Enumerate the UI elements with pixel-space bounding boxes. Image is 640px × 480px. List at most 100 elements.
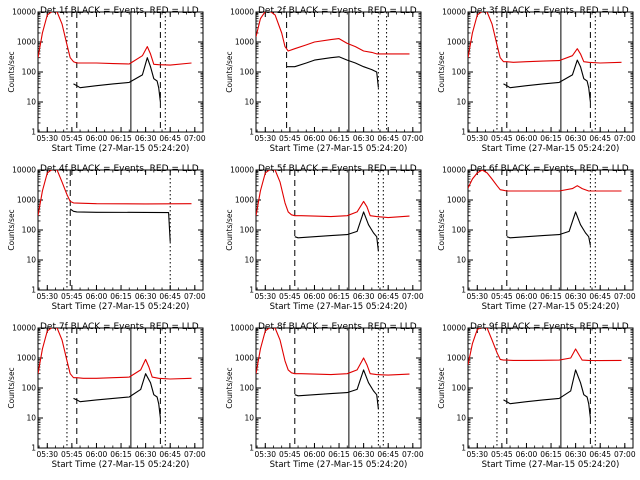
- series-line-lld: [38, 170, 192, 216]
- series-line-events: [294, 211, 379, 252]
- x-tick-label: 05:45: [61, 450, 83, 459]
- plot-title: Det 4f BLACK = Events, RED = LLD: [40, 164, 199, 174]
- x-tick-label: 05:45: [279, 450, 301, 459]
- plot-title: Det 5f BLACK = Events, RED = LLD: [258, 164, 417, 174]
- x-tick-label: 06:00: [86, 292, 108, 301]
- x-tick-label: 06:30: [135, 450, 157, 459]
- y-tick-label: 10: [26, 414, 36, 423]
- plot-frame: [37, 169, 204, 291]
- plot-frame: [37, 11, 204, 133]
- panel-2: Det 2f BLACK = Events, RED = LLD 1 10 100 10…: [225, 6, 424, 154]
- x-tick-label: 07:00: [614, 450, 636, 459]
- x-tick-label: 06:45: [159, 292, 181, 301]
- y-tick-label: 1000: [235, 196, 254, 205]
- x-tick-label: 06:00: [304, 450, 326, 459]
- x-tick-label: 06:15: [110, 134, 132, 143]
- x-tick-label: 05:45: [61, 134, 83, 143]
- panel-3: Det 3f BLACK = Events, RED = LLD 1 10 100 10…: [437, 6, 636, 154]
- y-tick-label: 10: [26, 256, 36, 265]
- series-line-lld: [38, 328, 192, 380]
- plot-frame: [467, 169, 634, 291]
- plot-title: Det 2f BLACK = Events, RED = LLD: [258, 6, 417, 16]
- x-tick-label: 06:00: [304, 134, 326, 143]
- x-tick-label: 06:15: [328, 134, 350, 143]
- x-axis-label: Start Time (27-Mar-15 05:24:20): [52, 460, 190, 470]
- y-axis-label: Counts/sec: [7, 367, 16, 408]
- plot-frame: [37, 327, 204, 449]
- y-tick-label: 1: [461, 286, 466, 295]
- x-tick-label: 06:15: [540, 450, 562, 459]
- x-tick-label: 06:00: [304, 292, 326, 301]
- x-tick-label: 05:30: [36, 292, 58, 301]
- y-tick-label: 100: [240, 226, 255, 235]
- x-tick-label: 07:00: [184, 134, 206, 143]
- x-tick-label: 06:15: [328, 450, 350, 459]
- x-axis-label: Start Time (27-Mar-15 05:24:20): [482, 302, 620, 312]
- x-tick-label: 05:45: [491, 134, 513, 143]
- y-tick-label: 1: [249, 128, 254, 137]
- x-tick-label: 06:00: [516, 450, 538, 459]
- y-tick-label: 10: [456, 256, 466, 265]
- y-tick-label: 1: [31, 128, 36, 137]
- y-tick-label: 1000: [447, 38, 466, 47]
- panel-9: Det 9f BLACK = Events, RED = LLD 1 10 100 10…: [437, 322, 636, 470]
- series-line-events: [73, 57, 161, 103]
- x-axis-label: Start Time (27-Mar-15 05:24:20): [52, 144, 190, 154]
- x-tick-label: 05:30: [254, 450, 276, 459]
- y-tick-label: 10000: [442, 324, 466, 333]
- y-axis-label: Counts/sec: [7, 209, 16, 250]
- panel-5: Det 5f BLACK = Events, RED = LLD 1 10 100 10…: [225, 164, 424, 312]
- y-axis-label: Counts/sec: [437, 51, 446, 92]
- panel-6: Det 6f BLACK = Events, RED = LLD 1 10 100 10…: [437, 164, 636, 312]
- panel-8: Det 8f BLACK = Events, RED = LLD 1 10 100 10…: [225, 322, 424, 470]
- y-axis-label: Counts/sec: [225, 51, 234, 92]
- x-tick-label: 05:45: [491, 450, 513, 459]
- y-axis-label: Counts/sec: [437, 367, 446, 408]
- x-tick-label: 06:00: [516, 292, 538, 301]
- y-tick-label: 1000: [17, 354, 36, 363]
- series-line-lld: [256, 328, 410, 376]
- y-tick-label: 1000: [447, 354, 466, 363]
- x-tick-label: 06:45: [589, 450, 611, 459]
- y-tick-label: 10000: [442, 166, 466, 175]
- y-tick-label: 100: [452, 68, 467, 77]
- x-axis-label: Start Time (27-Mar-15 05:24:20): [270, 144, 408, 154]
- x-tick-label: 06:15: [540, 134, 562, 143]
- y-axis-label: Counts/sec: [225, 367, 234, 408]
- series-line-lld: [468, 170, 622, 192]
- x-tick-label: 05:30: [254, 292, 276, 301]
- plot-title: Det 7f BLACK = Events, RED = LLD: [40, 322, 199, 332]
- y-tick-label: 100: [240, 384, 255, 393]
- series-line-events: [286, 56, 379, 88]
- x-tick-label: 05:45: [279, 134, 301, 143]
- y-tick-label: 1: [461, 128, 466, 137]
- panel-1: Det 1f BLACK = Events, RED = LLD 1 10 100 10…: [7, 6, 206, 154]
- y-tick-label: 10000: [230, 8, 254, 17]
- series-line-lld: [256, 170, 410, 219]
- x-tick-label: 06:30: [353, 450, 375, 459]
- series-line-lld: [468, 12, 622, 64]
- x-tick-label: 06:30: [565, 292, 587, 301]
- y-tick-label: 1: [249, 286, 254, 295]
- y-tick-label: 10000: [230, 324, 254, 333]
- series-line-lld: [468, 328, 622, 365]
- y-tick-label: 1: [31, 444, 36, 453]
- y-tick-label: 10000: [230, 166, 254, 175]
- y-tick-label: 100: [452, 226, 467, 235]
- panel-4: Det 4f BLACK = Events, RED = LLD 1 10 100 10…: [7, 164, 206, 312]
- x-tick-label: 06:30: [135, 134, 157, 143]
- y-tick-label: 10: [244, 256, 254, 265]
- x-tick-label: 07:00: [614, 292, 636, 301]
- x-tick-label: 06:00: [516, 134, 538, 143]
- series-line-lld: [256, 12, 410, 55]
- y-tick-label: 100: [22, 226, 37, 235]
- y-tick-label: 10: [244, 414, 254, 423]
- x-axis-label: Start Time (27-Mar-15 05:24:20): [52, 302, 190, 312]
- x-tick-label: 05:30: [466, 134, 488, 143]
- x-tick-label: 06:30: [135, 292, 157, 301]
- y-tick-label: 100: [22, 384, 37, 393]
- y-tick-label: 10000: [12, 324, 36, 333]
- x-tick-label: 06:30: [565, 134, 587, 143]
- x-tick-label: 07:00: [402, 292, 424, 301]
